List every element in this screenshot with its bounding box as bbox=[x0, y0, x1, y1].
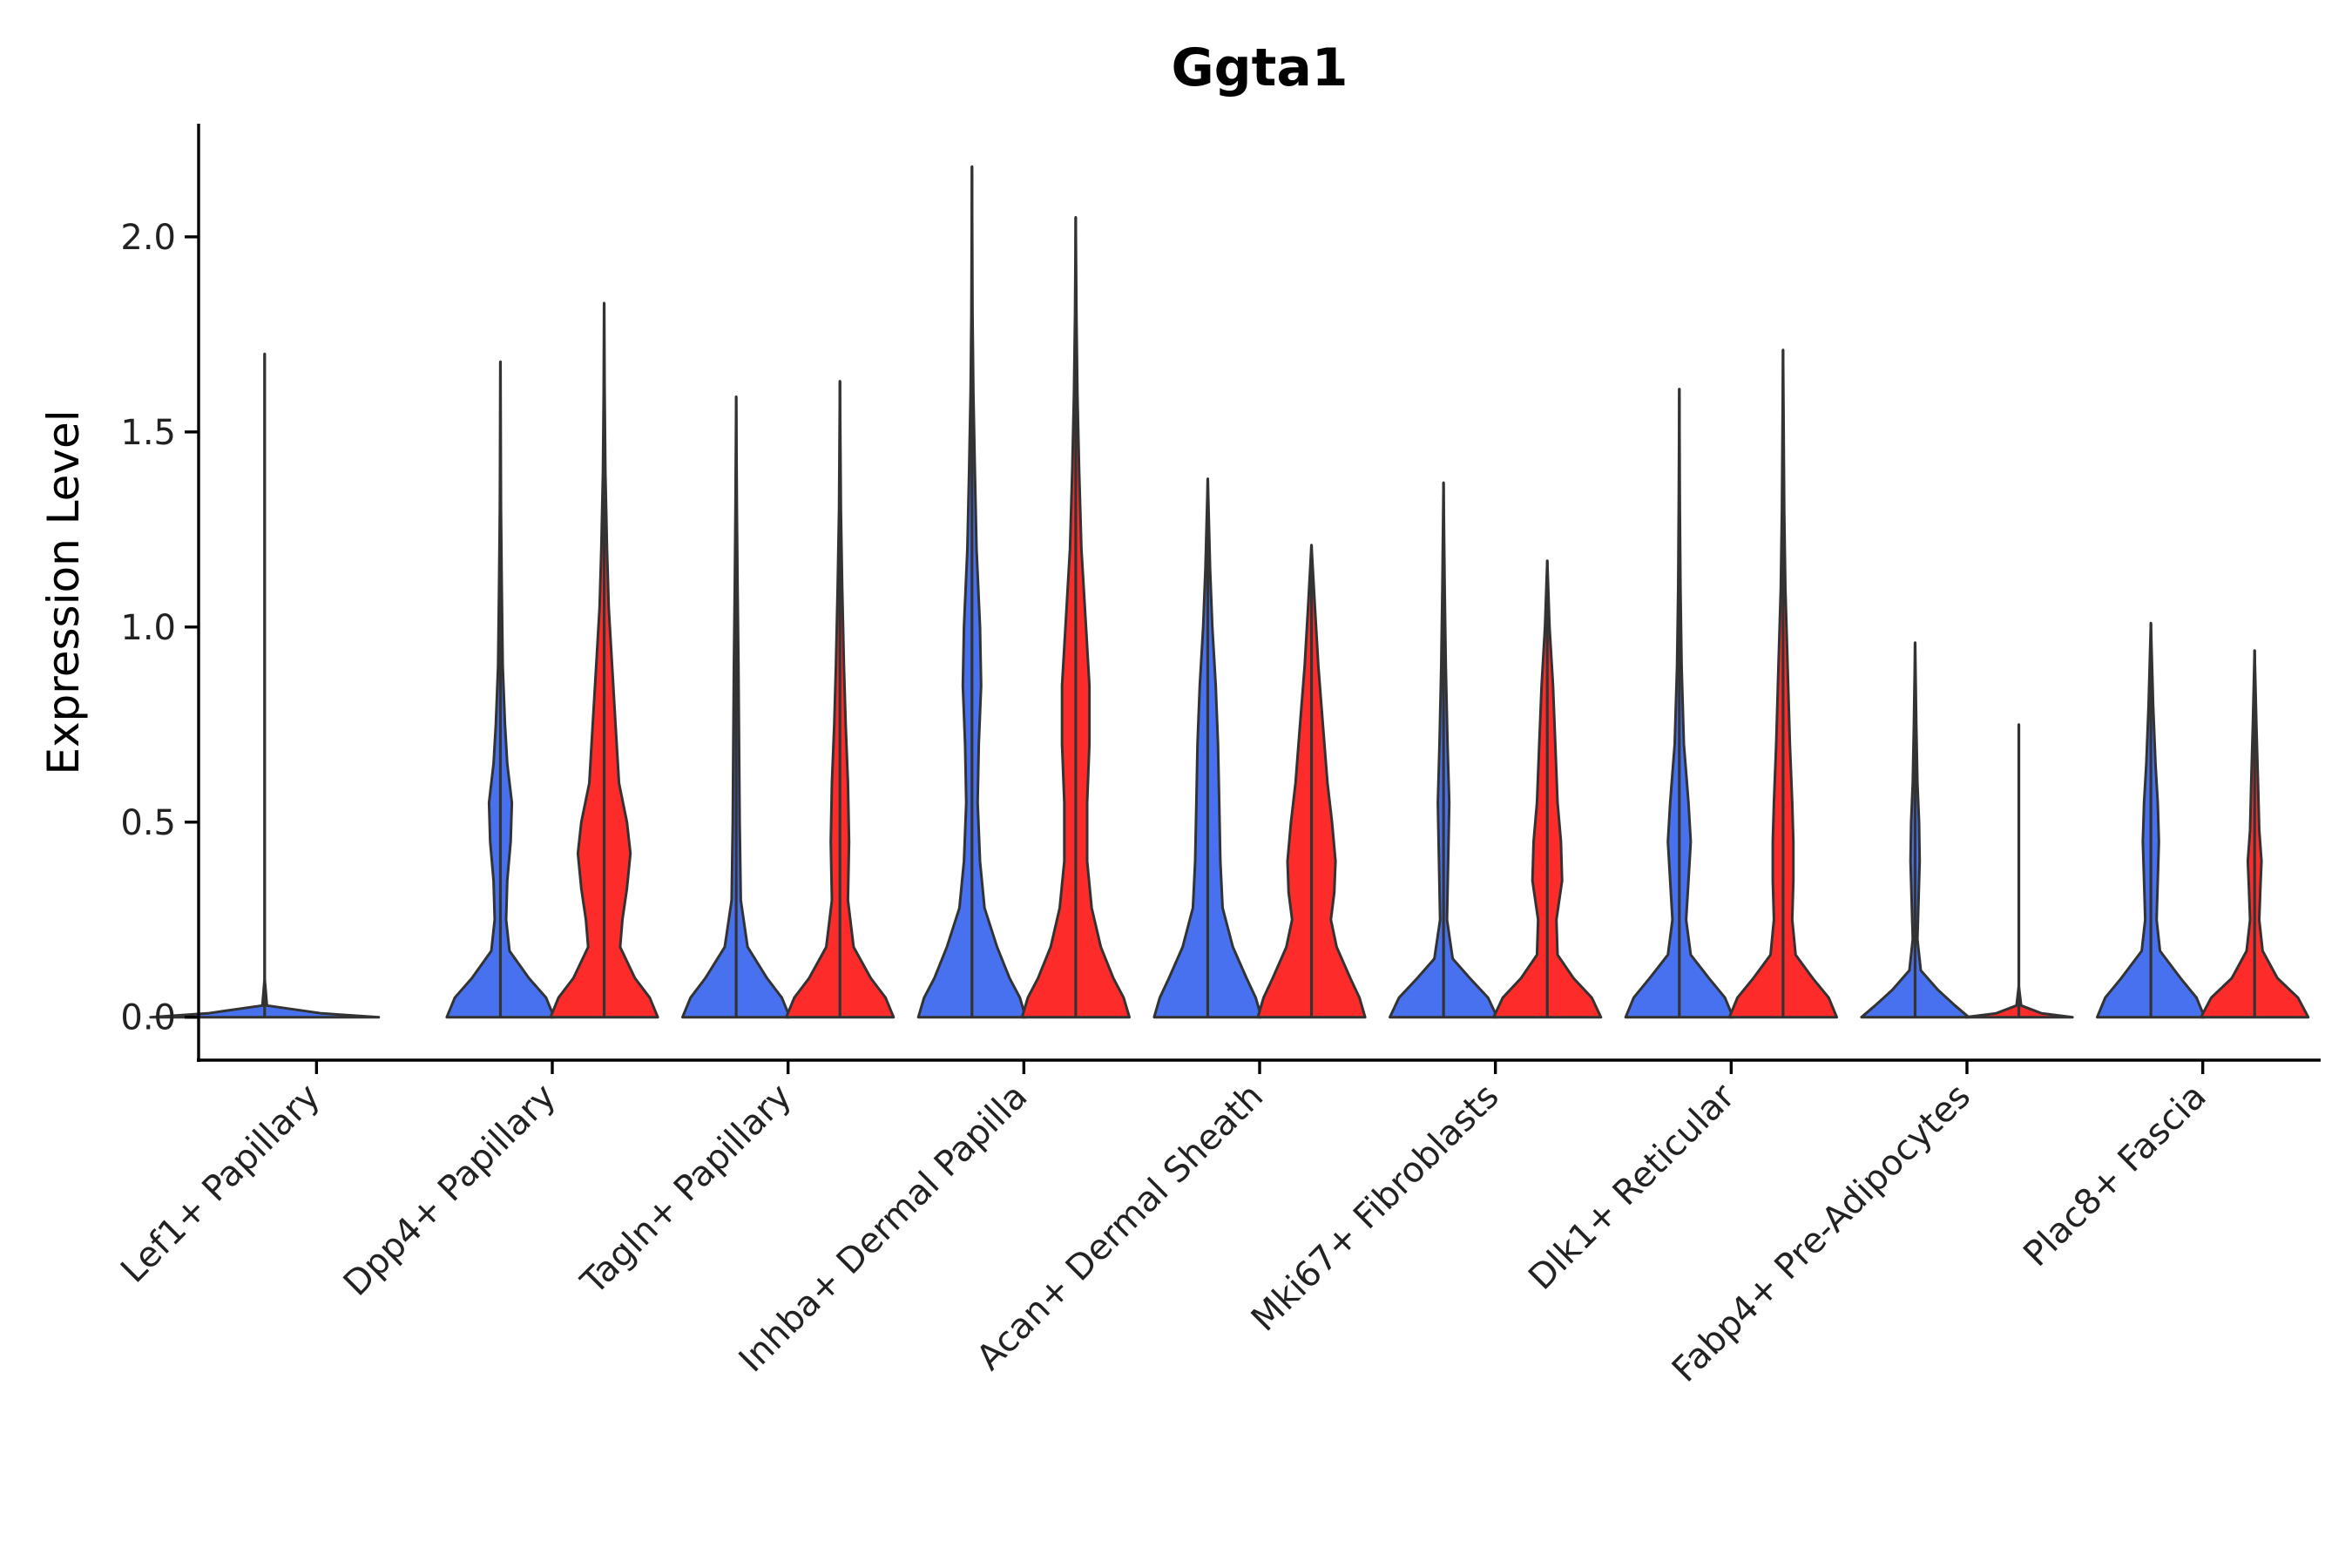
y-tick-label-4: 2.0 bbox=[120, 218, 176, 258]
x-axis-ticks: Lef1+ Papillary Dpp4+ Papillary Tagln+ Pap… bbox=[113, 1060, 2214, 1390]
x-tick-label-1: Dpp4+ Papillary bbox=[336, 1077, 564, 1304]
y-axis-ticks: 0.0 0.5 1.0 1.5 2.0 bbox=[120, 218, 199, 1038]
y-tick-label-3: 1.5 bbox=[120, 413, 176, 453]
x-tick-label-6: Dlk1+ Reticular bbox=[1521, 1076, 1743, 1298]
y-tick-label-0: 0.0 bbox=[120, 998, 176, 1038]
plot-area bbox=[149, 165, 2310, 1019]
x-tick-label-0: Lef1+ Papillary bbox=[113, 1077, 328, 1291]
x-tick-label-2: Tagln+ Papillary bbox=[573, 1077, 800, 1303]
chart-title: Ggta1 bbox=[1171, 37, 1348, 98]
y-tick-label-1: 0.5 bbox=[120, 803, 176, 843]
y-tick-label-2: 1.0 bbox=[120, 608, 176, 648]
x-tick-label-8: Plac8+ Fascia bbox=[2016, 1077, 2214, 1275]
x-tick-label-5: Mki67+ Fibroblasts bbox=[1244, 1077, 1507, 1340]
axes bbox=[197, 124, 2321, 1062]
y-axis-label: Expression Level bbox=[38, 409, 89, 774]
